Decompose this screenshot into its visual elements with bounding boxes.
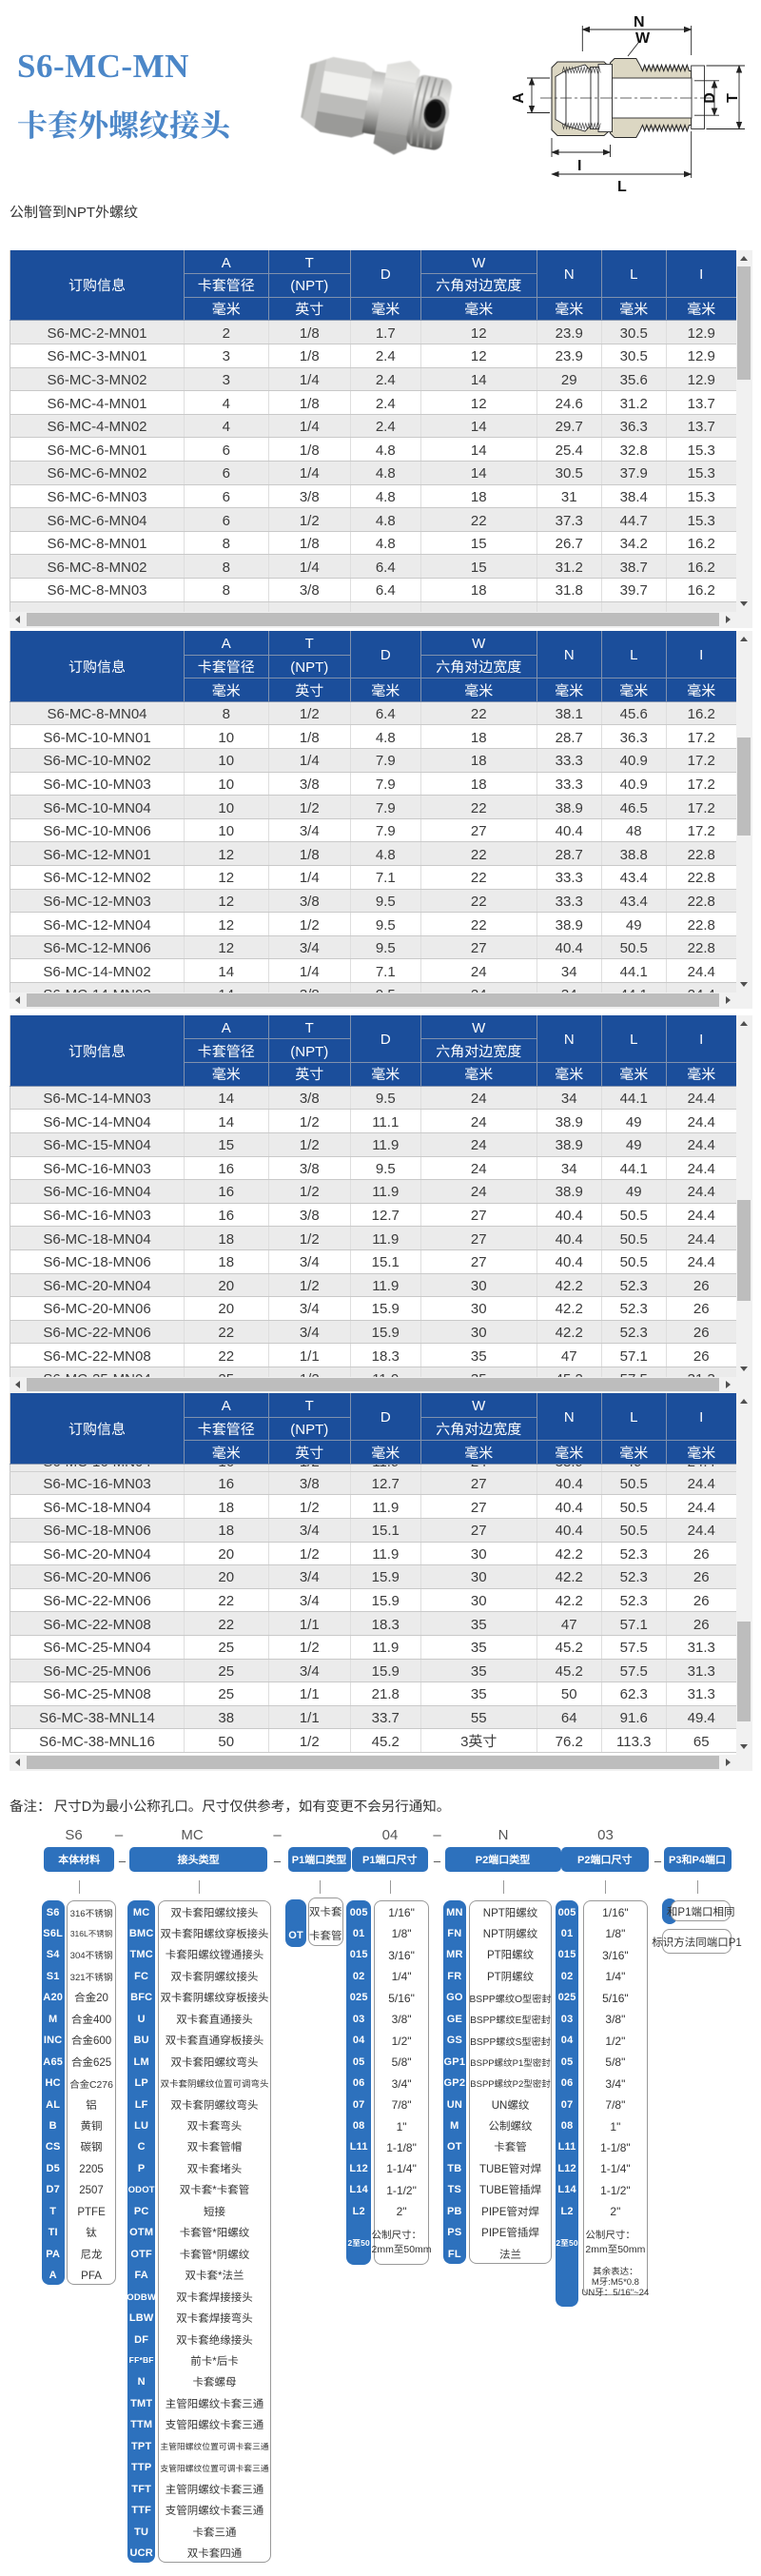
svg-text:I: I [577,158,581,174]
svg-text:T: T [725,93,741,103]
svg-text:W: W [635,30,651,47]
svg-text:L: L [617,179,627,195]
svg-text:N: N [634,14,645,30]
svg-text:A: A [511,92,527,104]
svg-text:D: D [702,92,718,104]
